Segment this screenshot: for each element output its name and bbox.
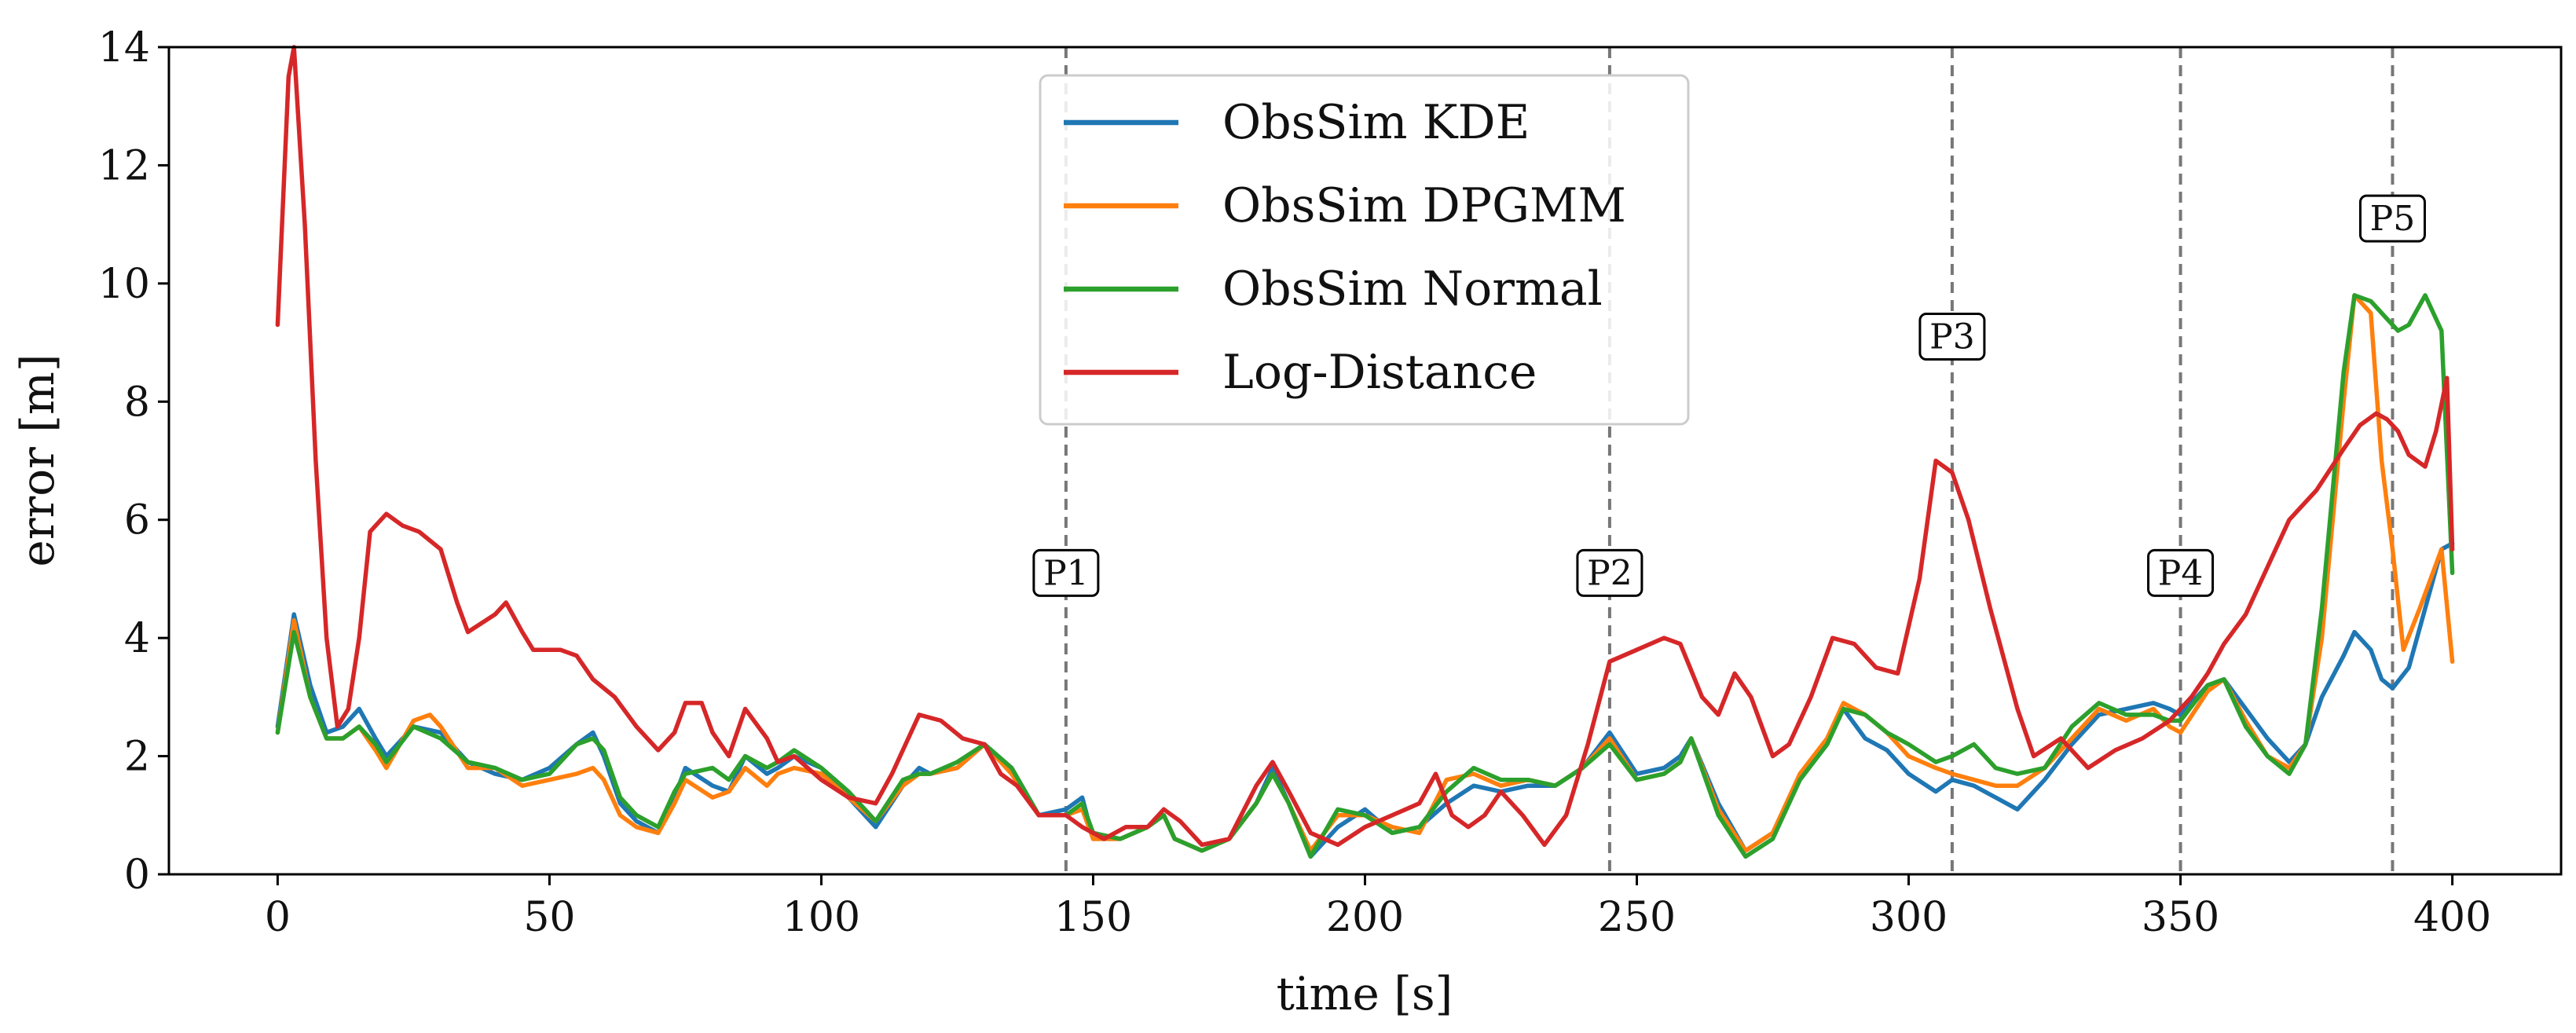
marker-label-p4: P4 bbox=[2158, 553, 2204, 593]
marker-label-box-p3 bbox=[1918, 313, 1986, 361]
x-tick-label: 150 bbox=[1054, 894, 1132, 941]
x-tick-label: 200 bbox=[1326, 894, 1404, 941]
marker-label-p1: P1 bbox=[1043, 553, 1089, 593]
y-tick-label: 4 bbox=[124, 615, 150, 662]
series-line-3 bbox=[275, 45, 2455, 848]
marker-label-p5: P5 bbox=[2370, 199, 2416, 239]
y-tick-label: 6 bbox=[124, 497, 150, 544]
marker-label-box-p4 bbox=[2147, 548, 2215, 597]
y-tick-label: 0 bbox=[124, 852, 150, 899]
series-line-0 bbox=[275, 541, 2455, 859]
marker-label-box-p5 bbox=[2358, 194, 2426, 243]
x-tick-label: 300 bbox=[1870, 894, 1948, 941]
marker-label-p2: P2 bbox=[1587, 553, 1632, 593]
legend-label-0: ObsSim KDE bbox=[1222, 95, 1530, 150]
x-axis-label: time [s] bbox=[1277, 967, 1453, 1020]
x-tick-label: 50 bbox=[523, 894, 575, 941]
y-axis-label: error [m] bbox=[11, 353, 64, 566]
y-tick-label: 8 bbox=[124, 379, 150, 426]
x-tick-label: 350 bbox=[2142, 894, 2219, 941]
y-axis: 0 2 4 6 8 10 12 14 bbox=[98, 24, 169, 899]
x-tick-label: 250 bbox=[1598, 894, 1676, 941]
x-tick-label: 400 bbox=[2413, 894, 2491, 941]
marker-label-box-p2 bbox=[1576, 548, 1643, 597]
x-axis: 0 50 100 150 200 250 300 350 400 bbox=[265, 874, 2491, 941]
legend-label-1: ObsSim DPGMM bbox=[1222, 178, 1626, 233]
y-tick-label: 2 bbox=[124, 734, 150, 781]
legend-box bbox=[1039, 74, 1690, 426]
legend: ObsSim KDE ObsSim DPGMM ObsSim Normal Log-D… bbox=[1039, 74, 1690, 426]
legend-label-2: ObsSim Normal bbox=[1222, 262, 1603, 317]
marker-label-p3: P3 bbox=[1929, 317, 1975, 357]
x-tick-label: 100 bbox=[782, 894, 860, 941]
marker-label-box-p1 bbox=[1032, 548, 1100, 597]
y-tick-label: 10 bbox=[98, 261, 150, 308]
y-tick-label: 12 bbox=[98, 142, 150, 189]
x-tick-label: 0 bbox=[265, 894, 291, 941]
y-tick-label: 14 bbox=[98, 24, 150, 71]
series-lines bbox=[275, 45, 2455, 859]
marker-labels: P1 P2 P3 P4 P5 bbox=[1032, 194, 2426, 597]
legend-label-3: Log-Distance bbox=[1222, 345, 1537, 400]
